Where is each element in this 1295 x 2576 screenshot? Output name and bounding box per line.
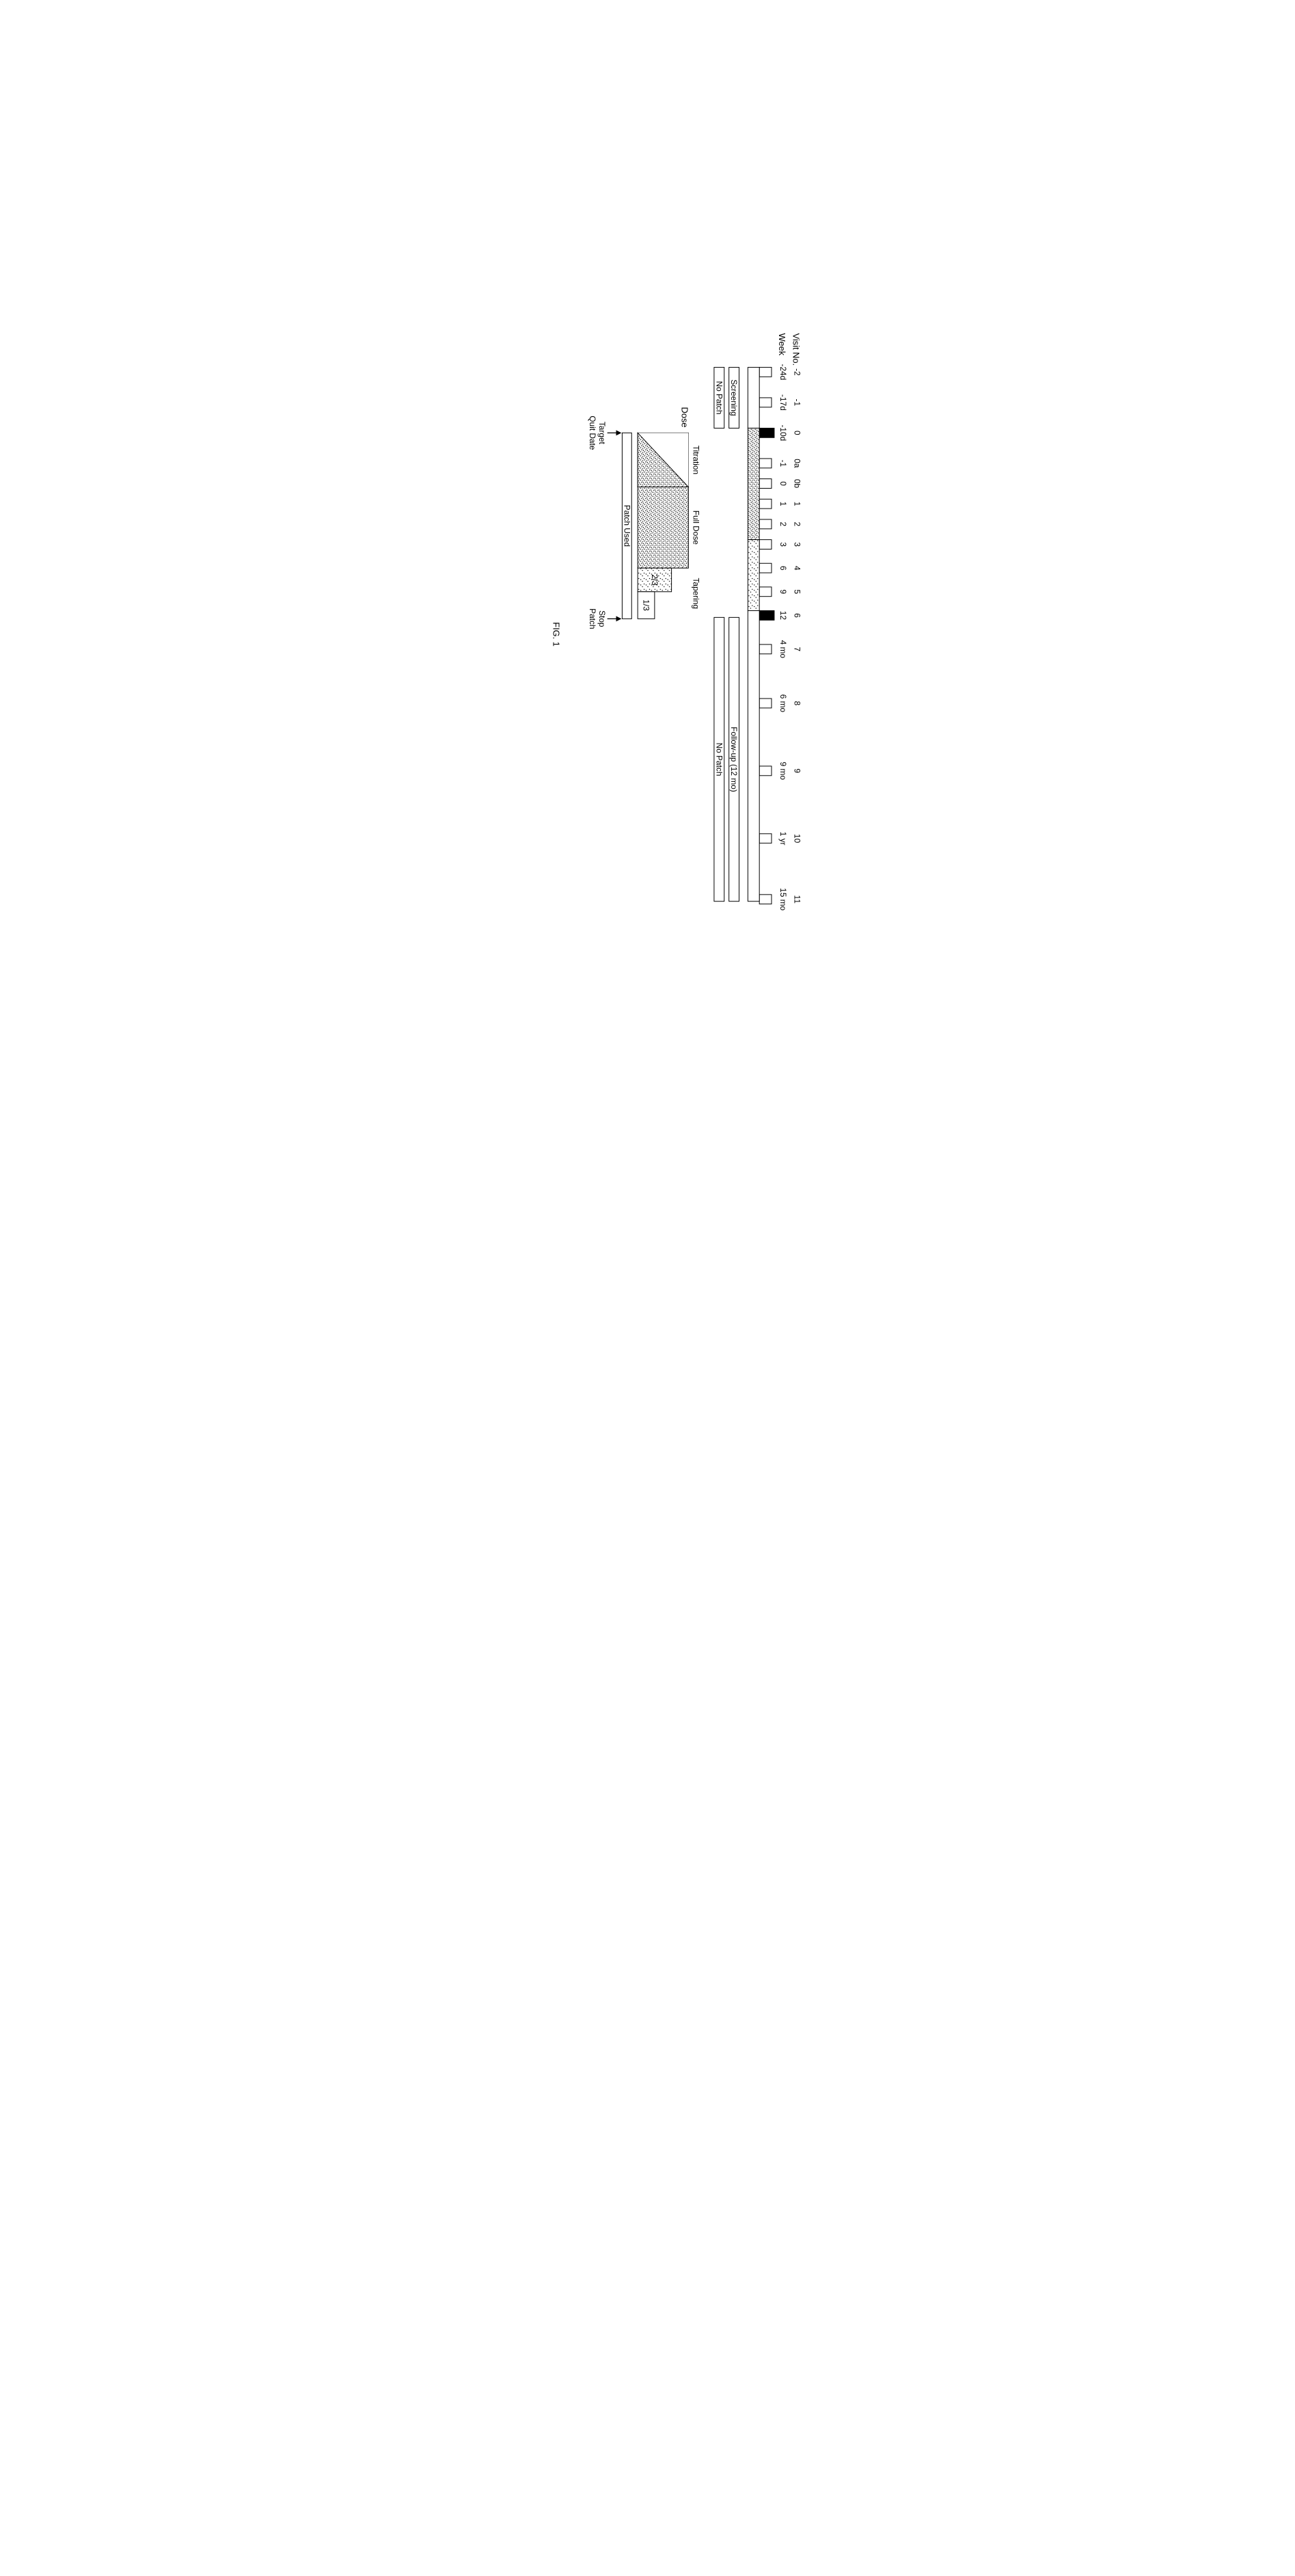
arrow-head (616, 430, 621, 435)
patch-used-label: Patch Used (622, 505, 631, 547)
figure-label: FIG. 1 (551, 622, 561, 647)
phase-bars: Screening Follow-up (12 mo) No Patch No Pat… (713, 367, 739, 901)
phase-bar-label: Follow-up (12 mo) (729, 727, 739, 792)
week-label: -24d (778, 364, 787, 380)
visit-label: 11 (792, 895, 802, 904)
week-label: 9 mo (778, 762, 787, 781)
visit-label: 7 (792, 647, 802, 652)
week-label: 1 yr (778, 832, 787, 845)
timeline-tick (759, 587, 772, 597)
visit-label: 0a (792, 459, 802, 468)
phase-bar-label: No Patch (714, 743, 724, 776)
visit-label: 6 (792, 613, 802, 618)
visit-label: 0 (792, 431, 802, 435)
arrow-label-1: Target (597, 422, 606, 445)
timeline-tick (759, 367, 772, 377)
arrow-label-1: Stop (597, 610, 606, 627)
week-label: 15 mo (778, 888, 787, 910)
timeline-bar-segment (748, 540, 759, 611)
week-label: 0 (778, 481, 787, 486)
timeline-bar-segment (748, 610, 759, 901)
dose-fraction-label: 1/3 (641, 599, 651, 611)
timeline-tick (759, 834, 772, 843)
phase-bar-label: Screening (729, 379, 739, 416)
visit-label: -2 (792, 368, 802, 376)
dose-phase-label: Full Dose (691, 511, 700, 545)
visit-label: 2 (792, 522, 802, 527)
week-label: 2 (778, 522, 787, 527)
visit-label: 4 (792, 566, 802, 571)
timeline-tick (759, 499, 772, 509)
timeline-tick (759, 398, 772, 407)
timeline-tick (759, 459, 772, 468)
phase-bar-label: No Patch (714, 381, 724, 415)
dose-chart: Dose Titration Full Dose Tapering 2/3 1/3 Patc… (587, 407, 700, 629)
timeline-ticks: -2-24d-1-17d0-10d0a-10b0112233465961274 … (759, 364, 802, 910)
figure-svg: Visit No. Week -2 -24d -1 -17d 0 -10d 0a -1 0b 0 1… (36, 331, 1259, 947)
dose-fraction-label: 2/3 (649, 574, 659, 586)
dose-phase-toplabel: Tapering (691, 578, 700, 609)
week-row-label: Week (776, 333, 787, 355)
timeline-tick (759, 645, 772, 654)
week-label: 9 (778, 589, 787, 594)
figure-container: Visit No. Week -2 -24d -1 -17d 0 -10d 0a -1 0b 0 1… (340, 27, 955, 1251)
week-label: 6 (778, 566, 787, 571)
arrow-head (616, 616, 621, 621)
visit-row-label: Visit No. (791, 333, 801, 366)
timeline-bar-segment (748, 428, 759, 539)
dose-phase-label: Titration (691, 446, 700, 474)
visit-label: 0b (792, 479, 802, 489)
visit-label: -1 (792, 399, 802, 407)
timeline-bar-segment (748, 367, 759, 428)
timeline-tick (759, 610, 774, 620)
week-label: 1 (778, 502, 787, 506)
timeline-tick (759, 895, 772, 904)
dose-phase-box (638, 487, 688, 568)
timeline-tick (759, 563, 772, 573)
timeline-tick (759, 428, 774, 437)
dose-axis-label: Dose (679, 407, 690, 427)
timeline-tick (759, 766, 772, 776)
week-label: 6 mo (778, 694, 787, 713)
week-label: -17d (778, 394, 787, 411)
visit-label: 9 (792, 769, 802, 774)
timeline-tick (759, 540, 772, 550)
timeline-tick (759, 519, 772, 529)
timeline-tick (759, 479, 772, 489)
arrow-label-2: Quit Date (587, 416, 597, 450)
visit-label: 10 (792, 834, 802, 843)
visit-label: 1 (792, 502, 802, 506)
week-label: -10d (778, 424, 787, 441)
week-label: 3 (778, 542, 787, 547)
visit-label: 3 (792, 542, 802, 547)
week-label: -1 (778, 460, 787, 467)
visit-label: 5 (792, 589, 802, 594)
visit-label: 8 (792, 701, 802, 706)
arrow-label-2: Patch (587, 608, 597, 629)
week-label: 12 (778, 611, 787, 620)
timeline-tick (759, 699, 772, 708)
timeline-bar (748, 367, 759, 901)
week-label: 4 mo (778, 640, 787, 659)
